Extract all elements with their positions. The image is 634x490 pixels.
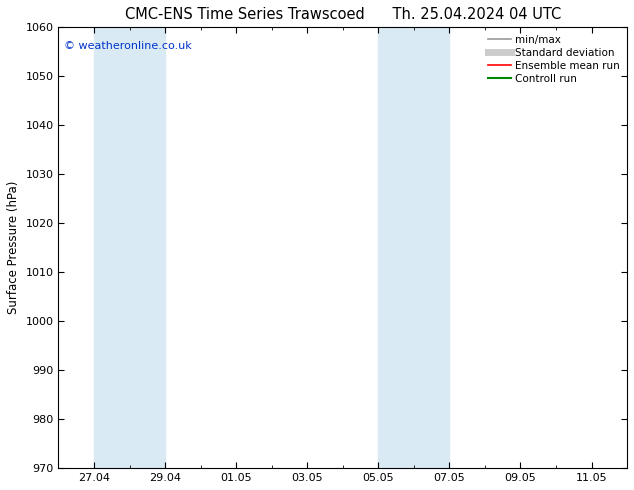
Bar: [378, 27, 414, 468]
Text: © weatheronline.co.uk: © weatheronline.co.uk: [64, 41, 192, 50]
Bar: [94, 27, 129, 468]
Bar: [414, 27, 450, 468]
Y-axis label: Surface Pressure (hPa): Surface Pressure (hPa): [7, 181, 20, 315]
Legend: min/max, Standard deviation, Ensemble mean run, Controll run: min/max, Standard deviation, Ensemble me…: [484, 30, 624, 88]
Title: CMC-ENS Time Series Trawscoed      Th. 25.04.2024 04 UTC: CMC-ENS Time Series Trawscoed Th. 25.04.…: [125, 7, 561, 22]
Bar: [129, 27, 165, 468]
